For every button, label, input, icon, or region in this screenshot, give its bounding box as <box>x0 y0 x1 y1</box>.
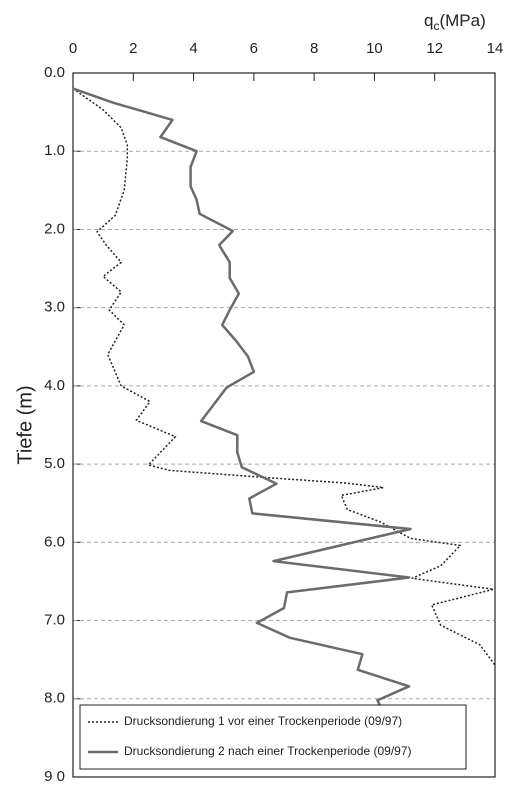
y-tick-label: 0.0 <box>44 64 65 81</box>
data-line <box>72 87 412 713</box>
y-tick-label: 4.0 <box>44 377 65 394</box>
x-tick-label: 0 <box>69 40 77 57</box>
x-tick-label: 8 <box>310 40 318 57</box>
data-line <box>72 87 496 666</box>
legend-label: Drucksondierung 2 nach einer Trockenperi… <box>124 744 412 758</box>
x-tick-label: 4 <box>189 40 197 57</box>
x-tick-label: 12 <box>426 40 443 57</box>
y-tick-label: 6.0 <box>44 533 65 550</box>
y-tick-label: 1.0 <box>44 142 65 159</box>
plot-frame <box>72 72 496 778</box>
y-tick-label: 5.0 <box>44 455 65 472</box>
legend-label: Drucksondierung 1 vor einer Trockenperio… <box>124 714 402 728</box>
legend-box <box>79 704 467 770</box>
x-tick-label: 14 <box>487 40 504 57</box>
y-tick-label: 9 0 <box>44 768 65 785</box>
x-tick-label: 10 <box>366 40 383 57</box>
y-tick-label: 3.0 <box>44 299 65 316</box>
y-axis-label: Tiefe (m) <box>14 385 36 464</box>
x-tick-label: 2 <box>129 40 137 57</box>
x-tick-label: 6 <box>250 40 258 57</box>
x-axis-label: qc(MPa) <box>424 11 486 33</box>
y-tick-label: 7.0 <box>44 612 65 629</box>
y-tick-label: 2.0 <box>44 220 65 237</box>
y-tick-label: 8.0 <box>44 690 65 707</box>
